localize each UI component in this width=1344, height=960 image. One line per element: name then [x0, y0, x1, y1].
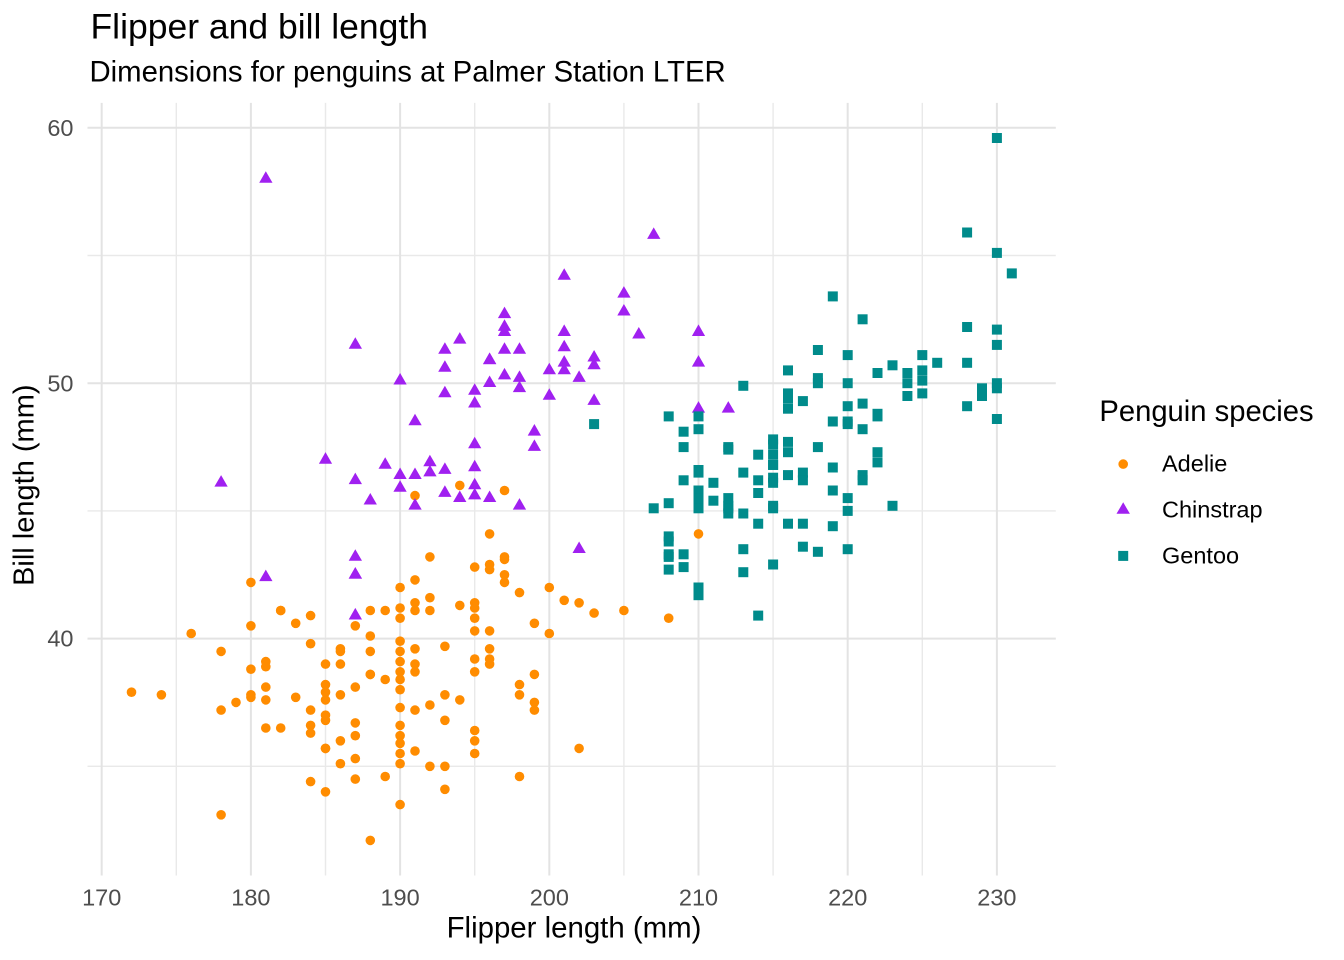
svg-text:Chinstrap: Chinstrap	[1162, 497, 1263, 523]
svg-text:60: 60	[47, 115, 73, 141]
svg-text:180: 180	[231, 885, 270, 911]
svg-text:190: 190	[380, 885, 419, 911]
svg-text:220: 220	[828, 885, 867, 911]
svg-text:230: 230	[977, 885, 1016, 911]
svg-text:Gentoo: Gentoo	[1162, 542, 1239, 568]
svg-text:40: 40	[47, 626, 73, 652]
svg-text:Bill length (mm): Bill length (mm)	[9, 384, 41, 585]
svg-text:Adelie: Adelie	[1162, 451, 1227, 477]
svg-text:50: 50	[47, 370, 73, 396]
svg-text:170: 170	[82, 885, 121, 911]
svg-text:Flipper and bill length: Flipper and bill length	[91, 7, 428, 47]
svg-text:200: 200	[530, 885, 569, 911]
svg-text:210: 210	[679, 885, 718, 911]
svg-text:Dimensions for penguins at Pal: Dimensions for penguins at Palmer Statio…	[90, 56, 726, 89]
svg-text:Penguin species: Penguin species	[1099, 396, 1313, 428]
svg-text:Flipper length (mm): Flipper length (mm)	[447, 911, 702, 944]
